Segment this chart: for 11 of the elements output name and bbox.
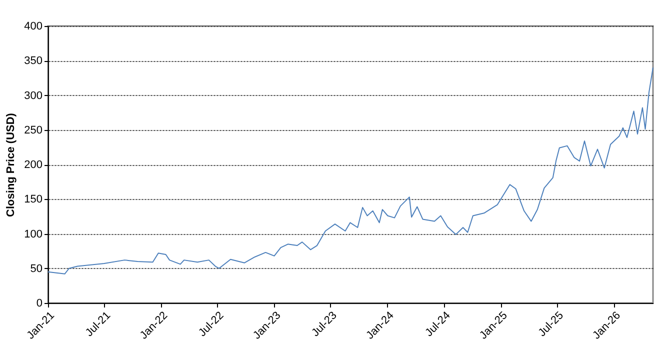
y-tick-label: 400	[24, 20, 42, 32]
y-tick-label: 0	[36, 298, 42, 310]
y-axis-title: Closing Price (USD)	[5, 112, 18, 217]
y-tick-label: 300	[24, 90, 42, 102]
y-tick-label: 350	[24, 55, 42, 68]
y-tick-label: 50	[30, 262, 42, 275]
y-tick-label: 100	[24, 228, 42, 240]
y-tick-label: 200	[24, 159, 42, 171]
y-tick-label: 150	[24, 194, 42, 206]
line-series	[48, 67, 654, 274]
y-tick-label: 250	[24, 124, 42, 136]
